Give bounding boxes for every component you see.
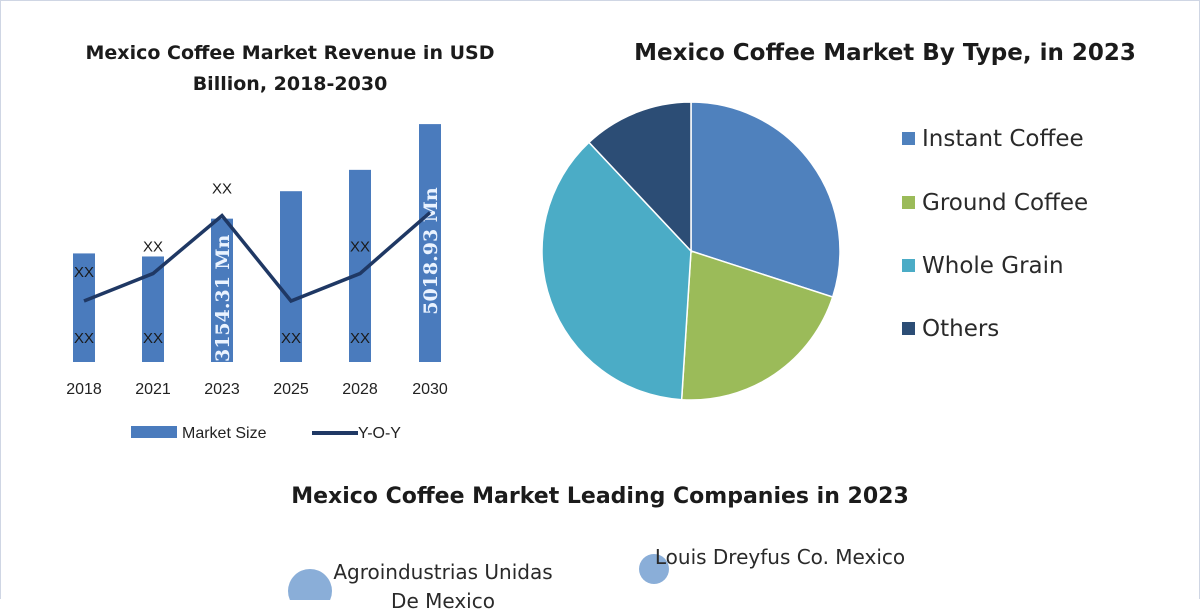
x-tick-label: 2025 bbox=[273, 381, 309, 398]
x-tick-label: 2018 bbox=[66, 381, 102, 398]
pie-slice-instant-coffee bbox=[690, 101, 841, 298]
pie-slice-others bbox=[587, 101, 692, 253]
bar-data-label: XX bbox=[281, 330, 301, 347]
bar-2028 bbox=[349, 169, 371, 362]
legend-label-yoy: Y-O-Y bbox=[358, 425, 401, 442]
pie-legend-label: Instant Coffee bbox=[922, 126, 1084, 152]
bar-2021 bbox=[142, 256, 164, 362]
companies-title: Mexico Coffee Market Leading Companies i… bbox=[291, 484, 909, 509]
line-data-label: XX bbox=[212, 181, 232, 198]
bar-chart: 2018 2021 2023 2025 2028 2030 XX XX 3154.31 Mn XX… bbox=[66, 124, 448, 442]
pie-legend-label: Ground Coffee bbox=[922, 190, 1088, 216]
line-data-label: XX bbox=[350, 239, 370, 256]
line-data-label: XX bbox=[74, 264, 94, 281]
bar-data-label: XX bbox=[74, 330, 94, 347]
company-bubble-louis-dreyfus bbox=[639, 554, 669, 584]
yoy-line bbox=[83, 211, 432, 304]
company-label-louis-dreyfus: Louis Dreyfus Co. Mexico bbox=[654, 545, 906, 569]
bar-2030 bbox=[419, 124, 441, 362]
pie-legend-label: Others bbox=[922, 316, 999, 342]
bar-data-label: XX bbox=[143, 330, 163, 347]
pie-chart: Instant Coffee Ground Coffee Whole Grain Ot… bbox=[541, 101, 1088, 401]
x-tick-label: 2030 bbox=[412, 381, 448, 398]
x-tick-label: 2021 bbox=[135, 381, 171, 398]
pie-slice-ground-coffee bbox=[680, 249, 834, 401]
pie-legend-swatch bbox=[902, 259, 915, 272]
bar-data-label: 5018.93 Mn bbox=[420, 187, 442, 315]
legend-label-market-size: Market Size bbox=[182, 425, 267, 442]
pie-slice-whole-grain bbox=[541, 141, 692, 401]
bar-chart-title: Mexico Coffee Market Revenue in USD Bill… bbox=[85, 42, 495, 95]
company-label-agroindustrias: Agroindustrias Unidas De Mexico bbox=[333, 560, 553, 613]
bar-data-label: 3154.31 Mn bbox=[212, 234, 234, 362]
pie-legend-swatch bbox=[902, 196, 915, 209]
pie-chart-title: Mexico Coffee Market By Type, in 2023 bbox=[634, 40, 1136, 66]
bar-2025 bbox=[280, 191, 302, 362]
company-bubble-agroindustrias bbox=[288, 569, 332, 600]
pie-legend-swatch bbox=[902, 132, 915, 145]
bar-data-label: XX bbox=[350, 330, 370, 347]
line-data-label: XX bbox=[143, 239, 163, 256]
legend-swatch-market-size bbox=[131, 426, 177, 438]
bar-2018 bbox=[73, 253, 95, 362]
pie-legend-swatch bbox=[902, 322, 915, 335]
pie-legend-label: Whole Grain bbox=[922, 253, 1064, 279]
company-bubbles bbox=[288, 554, 669, 600]
x-tick-label: 2023 bbox=[204, 381, 240, 398]
bar-2023 bbox=[211, 218, 233, 362]
x-tick-label: 2028 bbox=[342, 381, 378, 398]
